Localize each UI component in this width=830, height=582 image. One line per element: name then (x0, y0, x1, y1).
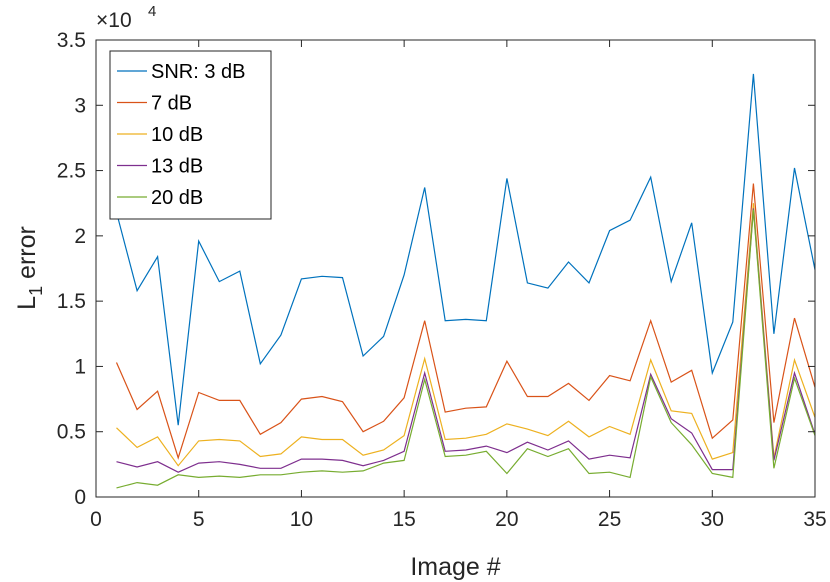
x-tick-label: 5 (193, 508, 205, 531)
y-tick-label: 0 (74, 486, 86, 509)
y-tick-label: 1 (74, 355, 86, 378)
y-axis-label-main: L (13, 296, 41, 310)
series-layer (115, 73, 816, 489)
x-tick-label: 30 (701, 508, 724, 531)
x-tick-label: 0 (90, 508, 102, 531)
legend-label: 13 dB (151, 156, 203, 178)
multiplier-base: ×10 (96, 9, 132, 32)
legend-label: 7 dB (151, 93, 192, 115)
series-line-3 (116, 203, 816, 467)
y-tick-label: 0.5 (57, 421, 86, 444)
x-tick-label: 35 (803, 508, 826, 531)
x-tick-label: 10 (290, 508, 313, 531)
y-tick-label: 1.5 (57, 290, 86, 313)
x-axis-label: Image # (410, 553, 500, 581)
y-axis-label: L1 error (13, 226, 46, 310)
x-tick-label: 25 (598, 508, 621, 531)
y-tick-label: 2.5 (57, 160, 86, 183)
y-tick-label: 3 (74, 94, 86, 117)
axes-box (95, 39, 816, 498)
x-tick-label: 15 (392, 508, 415, 531)
y-axis-label-subscript: 1 (26, 286, 46, 296)
ticks-layer: 0 5 10 15 20 25 30 35 0 0.5 1 1.5 2 2.5 3 3.5 (57, 29, 827, 531)
x-tick-label: 20 (495, 508, 518, 531)
y-tick-label: 2 (74, 225, 86, 248)
legend: SNR: 3 dB 7 dB 10 dB 13 dB 20 dB (109, 50, 272, 220)
series-line-5 (116, 209, 816, 489)
legend-label: 10 dB (151, 124, 203, 146)
y-axis-label-rest: error (13, 226, 41, 286)
series-line-4 (116, 208, 816, 473)
legend-box (109, 50, 272, 220)
y-tick-label: 3.5 (57, 29, 86, 52)
legend-label: SNR: 3 dB (151, 61, 245, 83)
multiplier-exponent: 4 (148, 3, 156, 20)
legend-label: 20 dB (151, 187, 203, 209)
series-line-1 (115, 73, 816, 426)
svg-text:L1 error: L1 error (13, 226, 46, 310)
y-axis-multiplier: ×10 4 (96, 3, 156, 32)
series-line-2 (115, 183, 816, 460)
